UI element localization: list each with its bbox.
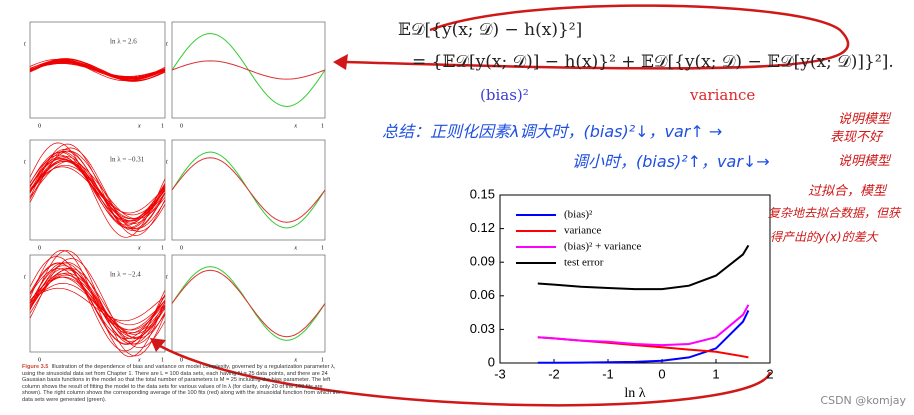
fit-curve <box>29 62 166 78</box>
tick-label: t <box>166 41 168 47</box>
tick-label: x <box>293 123 297 129</box>
fit-curve <box>29 250 166 358</box>
equation-line: = {𝔼𝒟[y(x; 𝒟)] − h(x)}² + 𝔼𝒟[{y(x; 𝒟) − … <box>412 52 894 72</box>
tick-label: x <box>137 123 141 129</box>
equation-line: 𝔼𝒟[{y(x; 𝒟) − h(x)}²] <box>398 20 583 40</box>
fit-curve <box>29 250 166 357</box>
x-tick-label: -3 <box>494 366 506 381</box>
panel-label: ln λ = −0.31 <box>110 156 145 164</box>
panel-label: ln λ = 2.6 <box>110 38 137 46</box>
fit-curve <box>29 59 166 81</box>
fit-curve <box>29 151 166 229</box>
tick-label: 1 <box>321 357 324 363</box>
fit-curve <box>29 160 166 220</box>
y-tick-label: 0.03 <box>470 321 495 336</box>
fit-curve <box>29 143 166 236</box>
tick-label: x <box>137 357 141 363</box>
bias-label: (bias)² <box>480 86 529 104</box>
fit-curve <box>29 287 166 322</box>
x-tick-label: 1 <box>712 366 719 381</box>
y-tick-label: 0.12 <box>470 220 495 235</box>
caption: Figure 3.5 Illustration of the dependenc… <box>22 364 342 404</box>
tick-label: t <box>24 41 26 47</box>
watermark: CSDN @komjay <box>820 394 906 407</box>
legend-label: test error <box>564 257 604 269</box>
note: 得产出的y(x)的差大 <box>770 230 878 244</box>
tick-label: 0 <box>38 123 41 129</box>
tick-label: x <box>293 245 297 251</box>
tick-label: 1 <box>321 245 324 251</box>
note: 总结：正则化因素λ调大时，(bias)²↓，var↑ → <box>382 122 723 141</box>
tick-label: t <box>166 274 168 280</box>
y-tick-label: 0.06 <box>470 287 495 302</box>
y-tick-label: 0.15 <box>470 186 495 201</box>
mean-curve <box>171 269 326 338</box>
tick-label: 1 <box>321 123 324 129</box>
note: 复杂地去拟合数据，但获 <box>768 206 901 220</box>
fit-curve <box>29 276 166 331</box>
note: 表现不好 <box>830 130 883 145</box>
mean-curve <box>171 60 326 80</box>
tick-label: x <box>137 245 141 251</box>
tick-label: t <box>24 159 26 165</box>
tick-label: 0 <box>38 245 41 251</box>
arrowhead <box>333 54 348 70</box>
x-tick-label: -2 <box>548 366 560 381</box>
note: 过拟合，模型 <box>808 184 887 199</box>
arrowhead <box>150 338 166 352</box>
x-tick-label: 0 <box>658 366 665 381</box>
tick-label: 0 <box>180 245 183 251</box>
tick-label: 1 <box>161 357 164 363</box>
fit-curve <box>29 157 166 222</box>
x-tick-label: -1 <box>602 366 614 381</box>
legend-label: (bias)² <box>564 209 593 221</box>
y-tick-label: 0.09 <box>470 254 495 269</box>
note: 说明模型 <box>838 154 891 169</box>
fit-curve <box>29 262 166 345</box>
fit-curve <box>29 262 166 345</box>
mean-curve <box>171 157 326 223</box>
tick-label: 0 <box>180 123 183 129</box>
fit-curve <box>29 262 166 345</box>
fit-curve <box>29 159 166 222</box>
tick-label: 1 <box>161 123 164 129</box>
plot-frame <box>499 194 771 364</box>
caption-text: Illustration of the dependence of bias a… <box>22 364 341 403</box>
tick-label: t <box>24 274 26 280</box>
fit-curve <box>29 256 166 352</box>
fit-curve <box>29 267 166 339</box>
series-line <box>537 244 750 291</box>
annotation-arrow <box>159 344 772 407</box>
tick-label: t <box>166 159 168 165</box>
caption-title: Figure 3.5 <box>22 364 49 370</box>
fit-curve <box>29 60 166 80</box>
tick-label: 0 <box>180 357 183 363</box>
series-line <box>537 309 750 364</box>
panel-label: ln λ = −2.4 <box>110 271 141 279</box>
annotation-arrow <box>344 4 850 70</box>
tick-label: 1 <box>161 245 164 251</box>
note: 调小时，(bias)²↑，var↓→ <box>572 152 770 171</box>
tick-label: 0 <box>38 357 41 363</box>
x-axis-label: ln λ <box>624 386 645 401</box>
fit-curve <box>29 142 166 238</box>
x-tick-label: 2 <box>766 366 773 381</box>
series-line <box>537 304 750 347</box>
note: 说明模型 <box>838 112 891 127</box>
legend-label: (bias)² + variance <box>564 241 641 253</box>
y-tick-label: 0 <box>488 354 495 369</box>
legend-label: variance <box>564 225 601 237</box>
variance-label: variance <box>690 86 756 104</box>
fit-curve <box>29 150 166 229</box>
fit-curve <box>29 273 166 334</box>
tick-label: x <box>293 357 297 363</box>
